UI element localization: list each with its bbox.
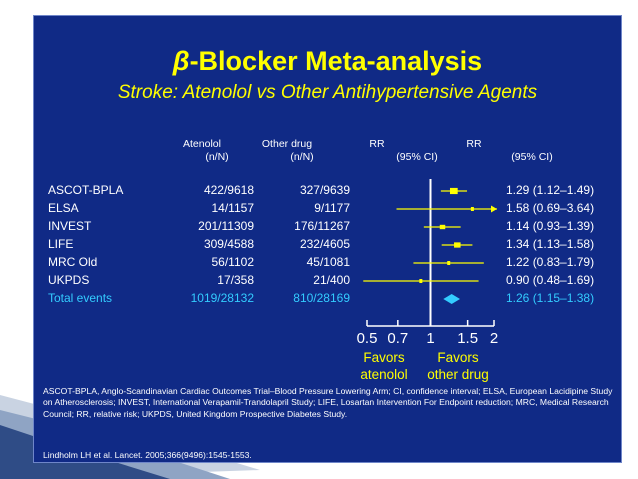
favors-other-line2: other drug (427, 367, 489, 382)
favors-atenolol-line2: atenolol (360, 367, 408, 382)
study-name: INVEST (48, 219, 92, 233)
rr-ci-text: 1.58 (0.69–3.64) (506, 201, 595, 215)
atenolol-events: 309/4588 (203, 237, 254, 251)
atenolol-events: 17/358 (217, 273, 254, 287)
forest-plot (363, 179, 497, 327)
study-name: UKPDS (48, 273, 90, 287)
rr-ci-text: 1.34 (1.13–1.58) (506, 237, 595, 251)
header-other-drug: Other drug (261, 138, 313, 150)
header-rr-plot-sub: (95% CI) (396, 151, 438, 163)
study-name: LIFE (48, 237, 74, 251)
header-rr-values: RR (466, 138, 482, 150)
total-atenolol-events: 1019/28132 (190, 291, 254, 305)
tick-label: 0.7 (387, 330, 409, 347)
rr-ci-text: 0.90 (0.48–1.69) (506, 273, 595, 287)
study-name: ASCOT-BPLA (48, 183, 124, 197)
header-atenolol: Atenolol (183, 138, 221, 150)
tick-label: 1.5 (457, 330, 479, 347)
tick-label: 1 (426, 330, 435, 347)
header-rr-values-sub: (95% CI) (511, 151, 553, 163)
ci-arrow-right (491, 205, 497, 213)
point-estimate (470, 207, 474, 211)
pooled-diamond (443, 294, 461, 304)
atenolol-events: 14/1157 (211, 201, 255, 215)
point-estimate (447, 261, 451, 265)
slide-title: β-Blocker Meta-analysis (172, 46, 483, 76)
other-events: 21/400 (313, 273, 350, 287)
tick-label: 0.5 (356, 330, 378, 347)
header-atenolol-sub: (n/N) (205, 151, 229, 163)
total-other-events: 810/28169 (293, 291, 350, 305)
point-estimate (449, 187, 458, 195)
slide: β-Blocker Meta-analysis Stroke: Atenolol… (33, 15, 622, 463)
footnote: ASCOT-BPLA, Anglo-Scandinavian Cardiac O… (43, 386, 613, 419)
slide-subtitle: Stroke: Atenolol vs Other Antihypertensi… (117, 82, 538, 103)
atenolol-events: 422/9618 (203, 183, 254, 197)
other-events: 232/4605 (299, 237, 350, 251)
rr-ci-text: 1.14 (0.93–1.39) (506, 219, 595, 233)
citation: Lindholm LH et al. Lancet. 2005;366(9496… (43, 450, 252, 460)
rr-ci-text: 1.22 (0.83–1.79) (506, 255, 595, 269)
point-estimate (419, 279, 423, 283)
total-label: Total events (48, 291, 113, 305)
favors-atenolol-line1: Favors (363, 350, 405, 365)
header-rr-plot: RR (369, 138, 385, 150)
atenolol-events: 201/11309 (198, 219, 254, 233)
other-events: 9/1177 (314, 201, 350, 215)
point-estimate (454, 242, 461, 248)
other-events: 45/1081 (306, 255, 350, 269)
atenolol-events: 56/1102 (211, 255, 255, 269)
tick-label: 2 (489, 330, 499, 347)
other-events: 327/9639 (299, 183, 350, 197)
header-other-sub: (n/N) (290, 151, 314, 163)
other-events: 176/11267 (294, 219, 350, 233)
point-estimate (439, 224, 446, 230)
total-rr-ci-text: 1.26 (1.15–1.38) (506, 291, 595, 305)
favors-other-line1: Favors (437, 350, 479, 365)
study-name: ELSA (48, 201, 79, 215)
rr-ci-text: 1.29 (1.12–1.49) (506, 183, 595, 197)
study-name: MRC Old (48, 255, 98, 269)
